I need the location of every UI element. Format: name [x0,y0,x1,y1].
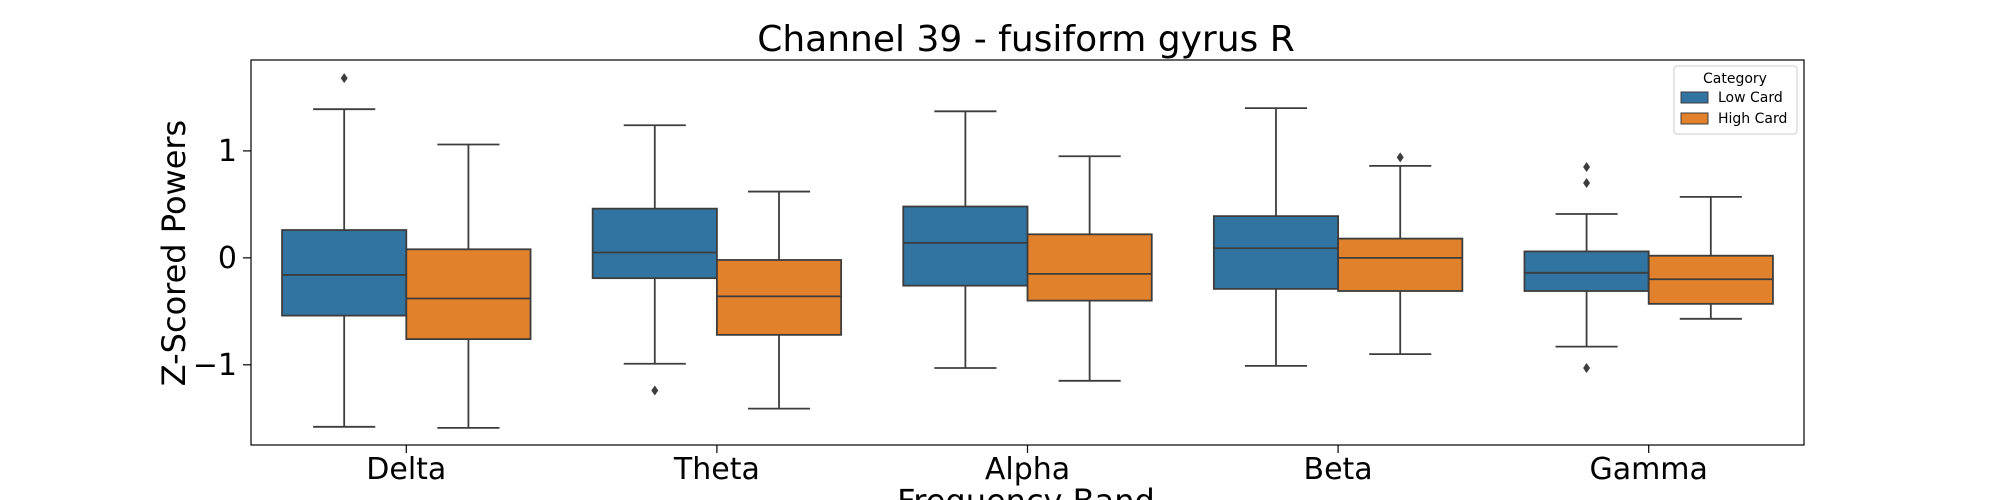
box-gamma-low-card [1523,161,1650,373]
legend: Category Low Card High Card [1673,65,1798,135]
box-gamma-high-card [1647,195,1774,320]
x-tick-label: Alpha [985,452,1070,487]
box-alpha-high-card [1026,155,1153,382]
box-iqr [281,229,408,317]
box-iqr [1212,215,1339,290]
y-tick-label: 1 [218,134,237,169]
legend-title: Category [1703,71,1767,87]
box-iqr [1523,250,1650,292]
box-iqr [716,259,843,336]
boxes-layer [281,73,1774,429]
outlier-point [340,73,348,84]
outlier-point [1583,177,1591,188]
x-tick-label: Gamma [1589,452,1707,487]
x-axis-label: Frequency Band [897,482,1155,500]
legend-label: High Card [1718,111,1787,127]
x-tick-label: Theta [673,452,760,487]
legend-swatch [1680,91,1709,104]
y-axis: 1 0 −1 [193,134,251,383]
box-alpha-low-card [902,110,1029,369]
box-iqr [591,207,718,280]
box-delta-high-card [405,143,532,429]
x-tick-label: Beta [1304,452,1373,487]
legend-label: Low Card [1718,90,1783,106]
box-beta-high-card [1337,152,1464,355]
y-tick-label: −1 [193,348,237,383]
outlier-point [651,385,659,396]
outlier-point [1583,363,1591,373]
box-delta-low-card [281,73,408,428]
box-theta-low-card [591,124,718,396]
box-iqr [405,248,532,341]
chart-title: Channel 39 - fusiform gyrus R [757,19,1295,60]
outlier-point [1583,161,1591,172]
outlier-point [1396,152,1404,163]
legend-swatch [1680,112,1709,125]
box-beta-low-card [1212,107,1339,367]
box-iqr [1337,237,1464,292]
x-axis: Delta Theta Alpha Beta Gamma [366,445,1708,487]
y-tick-label: 0 [218,241,237,276]
x-tick-label: Delta [366,452,446,487]
box-iqr [1026,233,1153,302]
box-iqr [902,205,1029,287]
legend-entries: Low Card High Card [1680,90,1787,127]
y-axis-label: Z-Scored Powers [155,120,193,386]
box-theta-high-card [716,190,843,410]
